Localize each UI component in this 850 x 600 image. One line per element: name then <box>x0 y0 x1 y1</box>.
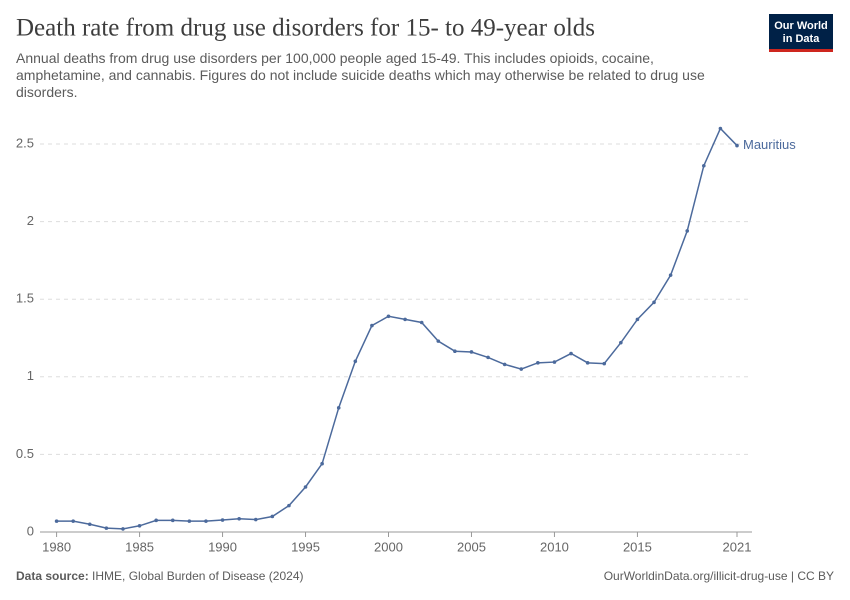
footer-url[interactable]: OurWorldinData.org/illicit-drug-use | CC… <box>604 569 834 583</box>
data-point <box>71 519 75 523</box>
data-point <box>121 527 125 531</box>
data-point <box>419 320 424 325</box>
logo-bg <box>769 14 833 52</box>
data-point <box>702 163 706 168</box>
data-point <box>353 359 358 364</box>
data-point <box>270 514 275 519</box>
data-point <box>453 349 457 354</box>
data-point <box>54 519 59 523</box>
data-point <box>154 518 158 523</box>
x-tick-label: 2015 <box>623 539 652 554</box>
data-point <box>303 485 308 489</box>
subtitle-box: Annual deaths from drug use disorders pe… <box>16 50 705 100</box>
data-point <box>104 526 109 530</box>
footer-source: Data source: IHME, Global Burden of Dise… <box>16 569 303 583</box>
data-point <box>635 317 640 322</box>
data-point <box>735 143 739 148</box>
data-point <box>204 519 208 523</box>
x-tick-label: 2010 <box>540 539 569 554</box>
y-tick-label: 1 <box>27 368 34 383</box>
data-point <box>187 519 192 523</box>
y-tick-label: 0 <box>27 523 34 538</box>
data-point <box>718 126 723 131</box>
source-label: Data source: <box>16 569 89 583</box>
logo-text: Our World <box>774 20 828 32</box>
chart-subtitle: Annual deaths from drug use disorders pe… <box>16 50 705 100</box>
data-point <box>652 300 656 305</box>
data-point <box>469 350 474 354</box>
data-point <box>137 523 142 528</box>
x-tick-label: 2005 <box>457 539 486 554</box>
data-point <box>685 229 690 233</box>
series-label: Mauritius <box>743 137 796 152</box>
x-tick-label: 1985 <box>125 539 154 554</box>
data-point <box>386 314 391 319</box>
x-tick-label: 1995 <box>291 539 320 554</box>
data-point <box>220 518 225 522</box>
data-point <box>569 351 573 356</box>
series-line <box>56 127 738 530</box>
data-point <box>87 522 92 527</box>
data-point <box>403 317 407 322</box>
data-point <box>602 361 607 366</box>
data-point <box>552 360 557 364</box>
data-point <box>619 340 623 345</box>
data-point <box>536 361 540 365</box>
data-point <box>486 355 490 360</box>
x-tick-label: 2021 <box>723 539 752 554</box>
logo-text: in Data <box>783 33 821 45</box>
data-point <box>253 517 258 522</box>
x-tick-label: 1980 <box>42 539 71 554</box>
data-point <box>336 406 341 410</box>
data-point <box>287 503 291 508</box>
data-point <box>237 517 241 521</box>
data-point <box>519 367 524 371</box>
data-point <box>320 461 324 466</box>
source: IHME, Global Burden of Disease (2024) <box>92 569 303 583</box>
y-tick-label: 2 <box>27 213 34 228</box>
data-point <box>170 518 175 523</box>
x-tick-label: 2000 <box>374 539 403 554</box>
data-point <box>502 362 507 367</box>
x-tick-label: 1990 <box>208 539 237 554</box>
data-point <box>370 323 374 328</box>
y-tick-label: 0.5 <box>16 446 34 461</box>
y-tick-label: 1.5 <box>16 291 34 306</box>
logo-bar <box>769 49 833 52</box>
data-point <box>668 273 673 277</box>
chart-title: Death rate from drug use disorders for 1… <box>16 15 595 42</box>
data-point <box>585 361 590 365</box>
data-point <box>436 339 441 343</box>
y-tick-label: 2.5 <box>16 135 34 150</box>
